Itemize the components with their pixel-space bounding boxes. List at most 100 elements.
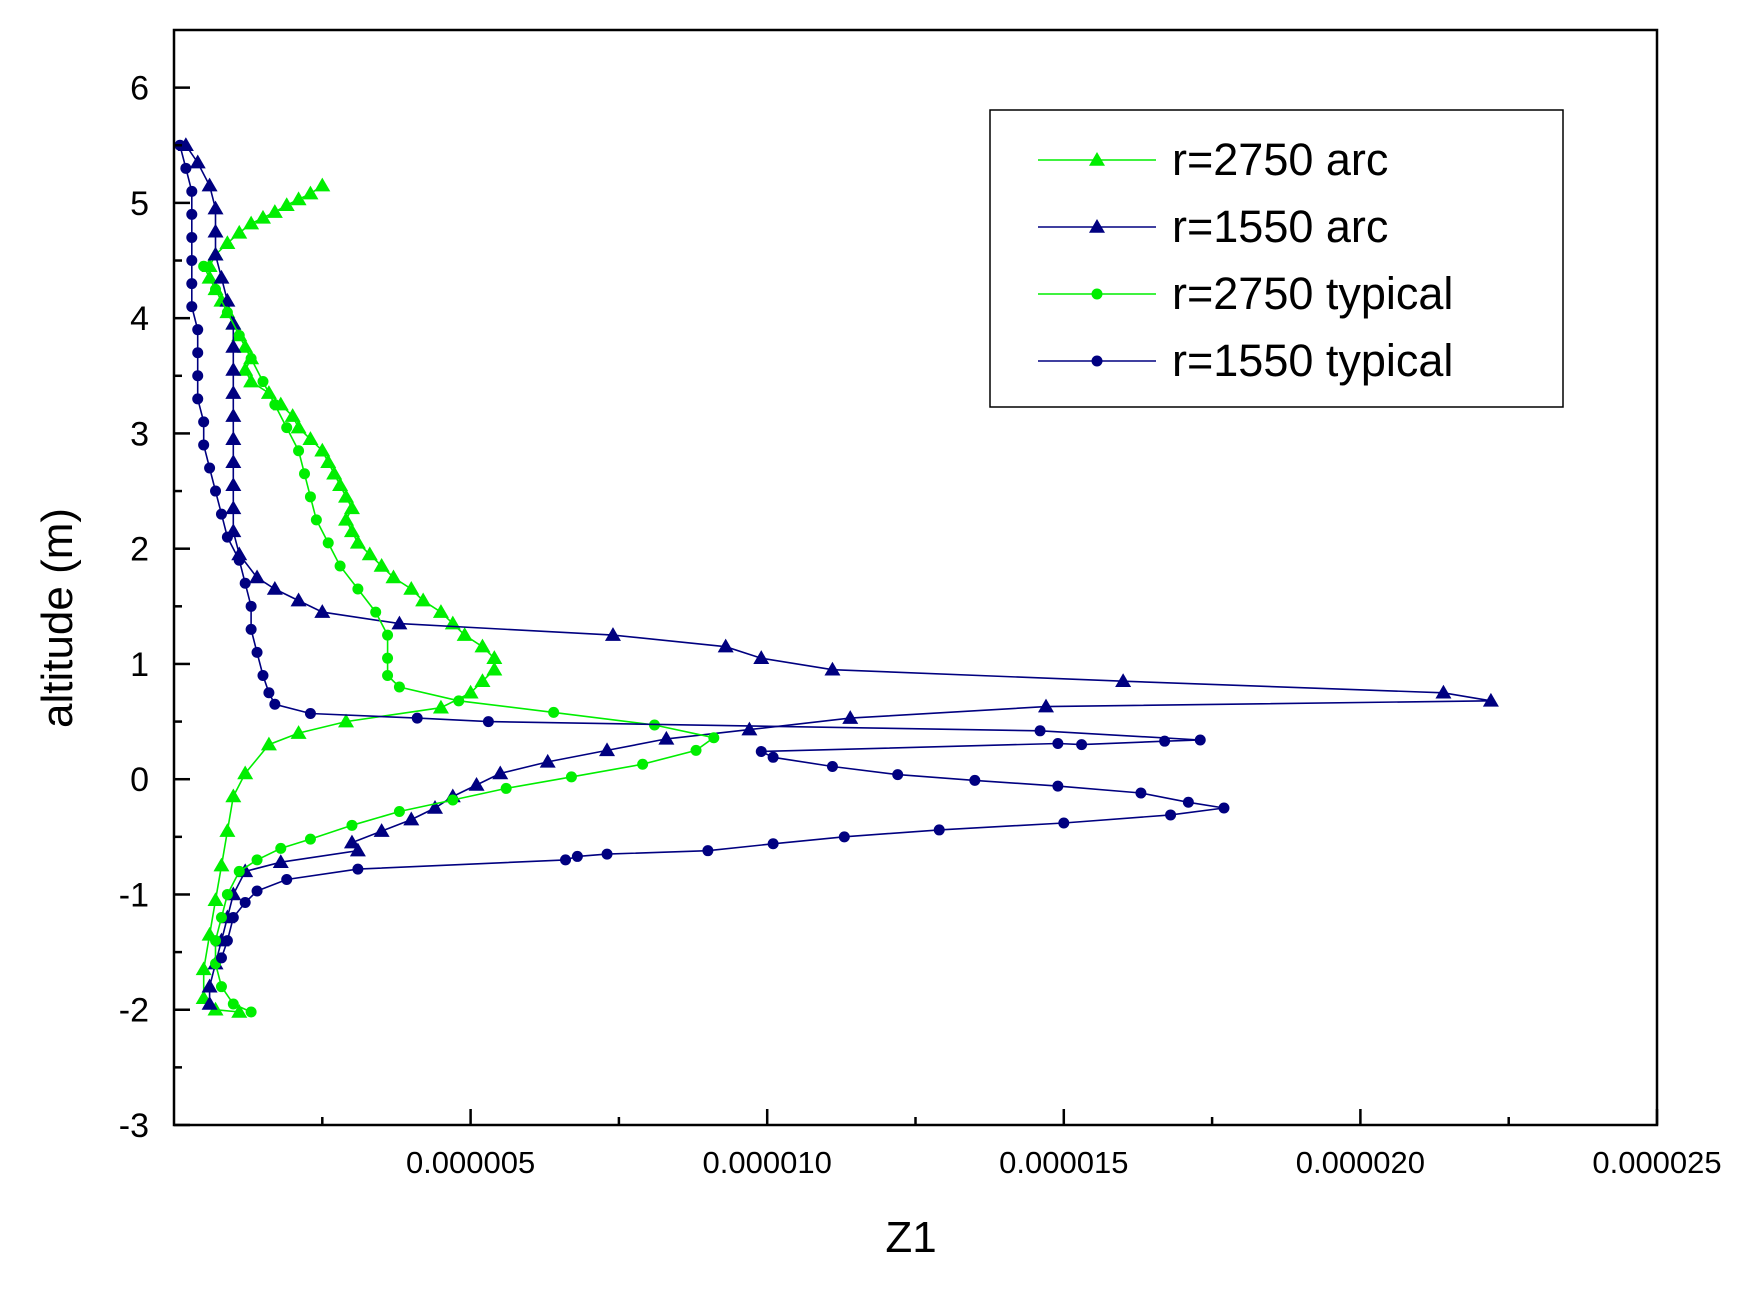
series-r-1550-typical-marker [755,746,767,758]
series-r-1550-typical [174,139,1230,964]
y-tick-label: 6 [130,70,149,108]
series-r-1550-arc-marker [213,269,230,284]
series-r-2750-typical-marker [245,1006,257,1018]
series-r-1550-arc-marker [207,223,224,238]
series-r-1550-arc-marker [225,408,242,422]
series-r-2750-arc-marker [462,684,479,699]
series-r-1550-arc-marker [604,627,621,641]
series-r-2750-typical-marker [293,445,305,457]
series-r-2750-typical-marker [322,537,334,549]
series-r-1550-arc-marker [349,842,366,857]
series-r-2750-arc-marker [432,699,449,714]
series-r-1550-arc-marker [225,431,242,445]
series-r-2750-typical-marker [215,981,227,993]
series-r-2750-arc-marker [302,185,319,200]
series-r-1550-arc-marker [201,177,218,192]
series-r-1550-arc-marker [492,765,509,780]
series-r-1550-typical-marker [198,416,210,428]
series-r-2750-arc-marker [486,650,503,664]
series-r-1550-arc-marker [753,650,770,664]
series-r-1550-typical-marker [215,952,227,964]
series-r-2750-arc-marker [474,638,491,653]
series-r-2750-typical-marker [346,819,358,831]
series-layer [174,137,1499,1018]
series-r-1550-typical-marker [411,712,423,724]
legend-r-2750-typical-label: r=2750 typical [1172,268,1453,319]
series-r-1550-typical-marker [192,324,204,336]
series-r-2750-arc-marker [338,713,355,728]
x-axis-title: Z1 [885,1213,936,1262]
series-r-1550-typical-marker [198,439,210,451]
series-r-1550-arc-marker [207,200,224,215]
series-r-2750-typical-marker [500,782,512,794]
series-r-1550-arc-marker [468,776,485,791]
series-r-1550-typical-marker [192,370,204,382]
series-r-2750-typical-marker [393,681,405,693]
series-r-2750-arc-marker [266,204,283,218]
series-r-2750-typical-marker [304,491,316,503]
series-r-2750-typical-marker [447,794,459,806]
series-r-2750-typical-marker [210,283,222,295]
series-r-1550-typical-marker [601,848,613,860]
series-r-2750-arc-marker [284,408,301,422]
series-r-2750-arc-marker [349,534,366,549]
series-r-2750-typical-marker [251,854,263,866]
series-r-2750-arc-marker [456,627,473,641]
series-r-1550-typical-marker [239,577,251,589]
series-r-1550-arc-marker [658,730,675,745]
series-r-1550-typical-marker [969,774,981,786]
series-r-1550-typical-marker [257,669,269,681]
legend-r-1550-typical-label: r=1550 typical [1172,335,1453,386]
series-r-1550-typical-marker [180,162,192,174]
series-r-2750-typical-marker [393,805,405,817]
series-r-1550-arc-marker [427,800,444,814]
series-r-1550-arc-marker [272,854,289,868]
series-r-2750-arc-marker [219,235,236,249]
series-r-1550-typical-marker [560,854,572,866]
series-r-2750-typical-marker [352,583,364,595]
series-r-1550-arc-marker [201,995,218,1010]
series-r-2750-typical-marker [269,399,281,411]
y-tick-label: 1 [130,646,149,684]
series-r-2750-arc-marker [207,892,224,906]
series-r-1550-arc-marker [599,742,616,757]
series-r-2750-typical-marker [233,329,245,341]
series-r-2750-arc-marker [432,604,449,618]
series-r-2750-arc-marker [338,488,355,503]
legend-r-2750-typical-marker [1091,288,1103,300]
series-r-1550-arc-marker [391,615,408,630]
series-r-1550-arc-marker [717,638,734,653]
series-r-2750-arc-marker [415,592,432,607]
series-r-2750-arc-marker [332,477,349,492]
series-r-1550-arc-marker [403,811,420,826]
y-tick-label: 0 [130,761,149,799]
series-r-2750-typical-marker [257,376,269,388]
series-r-2750-arc-marker [237,362,254,376]
series-r-2750-arc-marker [343,500,360,515]
series-r-1550-typical-marker [186,185,198,197]
series-r-1550-typical-marker [1076,739,1088,751]
y-tick-label: 3 [130,415,149,453]
series-r-1550-typical-marker [233,554,245,566]
series-r-1550-typical-marker [251,885,263,897]
series-r-1550-typical-marker [1052,780,1064,792]
series-r-1550-typical-marker [1058,817,1070,829]
series-r-2750-arc-marker [290,191,307,206]
series-r-2750-typical-marker [299,468,311,480]
series-r-2750-arc-marker [237,765,254,780]
series-r-1550-typical-marker [215,508,227,520]
y-tick-label: 2 [130,531,149,569]
series-r-2750-typical-marker [215,912,227,924]
series-r-1550-arc-marker [207,246,224,261]
series-r-2750-arc-marker [373,557,390,572]
series-r-1550-typical-marker [281,873,293,885]
series-r-1550-typical-marker [1182,796,1194,808]
series-r-2750-arc-marker [243,373,260,388]
series-r-2750-typical-marker [281,422,293,434]
series-r-2750-typical-marker [275,842,287,854]
series-r-2750-arc-marker [243,215,260,230]
series-r-2750-typical-marker [565,771,577,783]
series-r-1550-typical-marker [227,912,239,924]
series-r-1550-arc-marker [741,721,758,736]
series-r-2750-typical-marker [233,865,245,877]
